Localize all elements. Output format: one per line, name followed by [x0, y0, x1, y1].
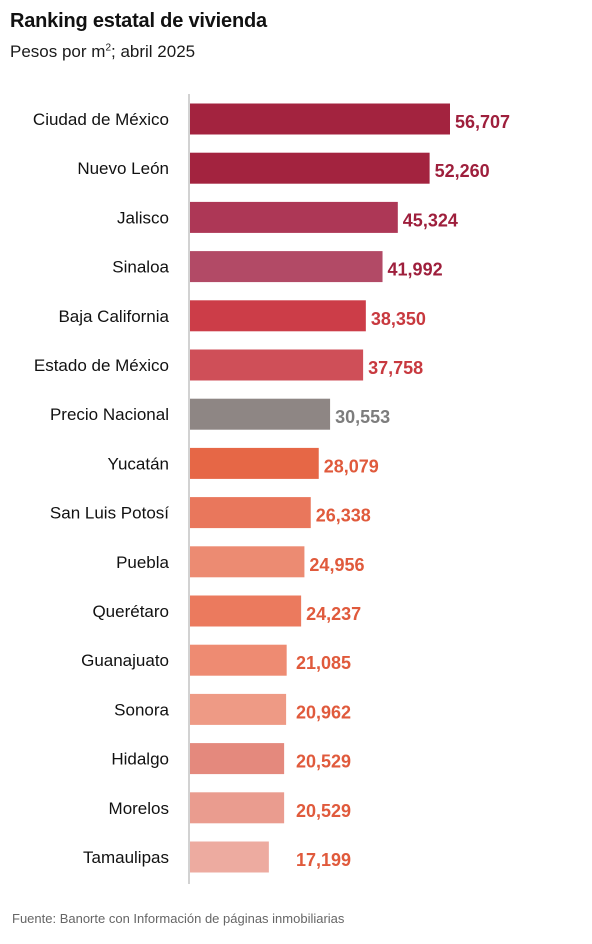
chart-subtitle: Pesos por m2; abril 2025 — [10, 42, 195, 62]
bar-yucatan — [190, 447, 319, 479]
category-label-precio-nacional: Precio Nacional — [50, 405, 169, 424]
value-label-guanajuato: 21,085 — [296, 653, 351, 673]
bar-precio-nacional — [190, 398, 331, 430]
value-label-baja-california: 38,350 — [371, 309, 426, 329]
value-label-hidalgo: 20,529 — [296, 752, 351, 772]
bar-sonora — [190, 693, 287, 725]
value-label-puebla: 24,956 — [309, 555, 364, 575]
category-label-sonora: Sonora — [114, 700, 169, 719]
value-label-sinaloa: 41,992 — [388, 260, 443, 280]
bar-estado-de-mexico — [190, 349, 364, 381]
category-label-guanajuato: Guanajuato — [81, 651, 169, 670]
bar-san-luis-potosi — [190, 497, 311, 529]
value-label-estado-de-mexico: 37,758 — [368, 358, 423, 378]
bar-sinaloa — [190, 251, 383, 283]
bar-hidalgo — [190, 743, 285, 775]
value-label-tamaulipas: 17,199 — [296, 850, 351, 870]
value-label-san-luis-potosi: 26,338 — [316, 506, 371, 526]
category-label-estado-de-mexico: Estado de México — [34, 356, 169, 375]
category-label-nuevo-leon: Nuevo León — [77, 159, 169, 178]
category-label-baja-california: Baja California — [58, 307, 169, 326]
subtitle-superscript: 2 — [105, 42, 111, 54]
value-label-nuevo-leon: 52,260 — [435, 161, 490, 181]
value-label-precio-nacional: 30,553 — [335, 407, 390, 427]
value-label-jalisco: 45,324 — [403, 210, 458, 230]
bar-baja-california — [190, 300, 366, 332]
source-note: Fuente: Banorte con Información de págin… — [12, 911, 345, 926]
bar-nuevo-leon — [190, 152, 430, 184]
chart-title: Ranking estatal de vivienda — [10, 10, 267, 32]
value-label-sonora: 20,962 — [296, 702, 351, 722]
subtitle-prefix: Pesos por m — [10, 42, 106, 61]
category-label-tamaulipas: Tamaulipas — [83, 848, 169, 867]
category-label-ciudad-de-mexico: Ciudad de México — [33, 110, 169, 129]
category-label-hidalgo: Hidalgo — [111, 750, 169, 769]
category-label-san-luis-potosi: San Luis Potosí — [50, 504, 169, 523]
category-label-sinaloa: Sinaloa — [112, 258, 169, 277]
category-label-puebla: Puebla — [116, 553, 169, 572]
bar-tamaulipas — [190, 841, 269, 873]
value-label-ciudad-de-mexico: 56,707 — [455, 112, 510, 132]
bar-chart: Ciudad de México 56,707 Nuevo León 52,260 Ja… — [33, 94, 510, 884]
bar-queretaro — [190, 595, 302, 627]
value-label-morelos: 20,529 — [296, 801, 351, 821]
bar-jalisco — [190, 201, 398, 233]
bar-puebla — [190, 546, 305, 578]
subtitle-suffix: ; abril 2025 — [111, 42, 196, 61]
bar-ciudad-de-mexico — [190, 103, 450, 135]
bars-group: Ciudad de México 56,707 Nuevo León 52,260 Ja… — [33, 103, 510, 873]
bar-morelos — [190, 792, 285, 824]
category-label-morelos: Morelos — [109, 799, 169, 818]
category-label-yucatan: Yucatán — [108, 454, 169, 473]
bar-guanajuato — [190, 644, 287, 676]
category-label-queretaro: Querétaro — [92, 602, 169, 621]
value-label-queretaro: 24,237 — [306, 604, 361, 624]
category-label-jalisco: Jalisco — [117, 208, 169, 227]
value-label-yucatan: 28,079 — [324, 456, 379, 476]
